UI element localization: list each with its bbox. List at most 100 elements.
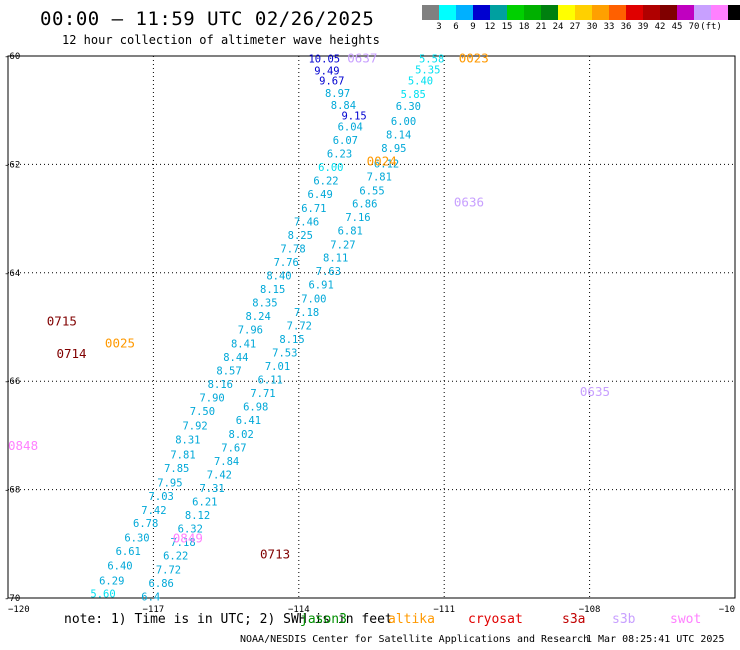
wave-height-point: 9.49: [314, 66, 339, 78]
pass-time-label: 0714: [56, 346, 86, 361]
wave-height-point: 6.81: [338, 226, 363, 238]
wave-height-point: 6.30: [124, 532, 149, 544]
y-tick-label: -68: [4, 486, 20, 496]
satellite-s3b: s3b: [612, 612, 636, 627]
legend-swatch: [677, 5, 694, 20]
legend-label: 45: [671, 22, 683, 32]
wave-height-point: 7.27: [330, 240, 355, 252]
wave-height-point: 7.78: [280, 243, 305, 255]
wave-height-point: 6.11: [258, 375, 283, 387]
wave-height-point: 8.57: [216, 365, 241, 377]
y-tick-label: -70: [4, 594, 20, 604]
wave-height-point: 6.71: [301, 203, 326, 215]
legend-swatch: [660, 5, 677, 20]
legend-swatch: [490, 5, 507, 20]
wave-height-point: 8.44: [223, 352, 248, 364]
footer-note: note: 1) Time is in UTC; 2) SWH is in fe…: [64, 612, 393, 627]
wave-height-point: 6.23: [327, 149, 352, 161]
legend-label: 3: [436, 22, 442, 32]
wave-height-point: 8.02: [229, 429, 254, 441]
wave-height-point: 7.95: [157, 478, 182, 490]
satellite-altika: altika: [388, 612, 435, 627]
wave-height-point: 6.49: [308, 189, 333, 201]
wave-height-point: 7.42: [141, 505, 166, 517]
legend-swatch: [575, 5, 592, 20]
satellite-cryosat: cryosat: [468, 612, 523, 627]
wave-height-point: 7.53: [272, 347, 297, 359]
pass-time-label: 0848: [8, 438, 38, 453]
legend-swatch: [694, 5, 711, 20]
legend-swatch: [473, 5, 490, 20]
wave-height-point: 10.05: [308, 54, 340, 66]
wave-height-point: 7.72: [287, 320, 312, 332]
legend-swatch: [643, 5, 660, 20]
wave-height-point: 7.67: [221, 442, 246, 454]
wave-height-point: 7.92: [182, 421, 207, 433]
wave-height-point: 6.22: [163, 551, 188, 563]
legend-label: 6: [453, 22, 459, 32]
legend-label: (ft): [700, 22, 722, 32]
wave-height-point: 7.42: [207, 469, 232, 481]
wave-height-point: 6.21: [192, 497, 217, 509]
satellite-s3a: s3a: [562, 612, 586, 627]
legend-label: 30: [586, 22, 598, 32]
wave-height-point: 7.81: [170, 449, 195, 461]
legend-swatch: [439, 5, 456, 20]
wave-height-point: 8.40: [266, 271, 291, 283]
wave-height-point: 7.03: [149, 491, 174, 503]
wave-height-point: 8.25: [288, 230, 313, 242]
wave-height-point: 7.16: [345, 212, 370, 224]
y-tick-label: -60: [4, 52, 20, 62]
wave-height-point: 7.00: [301, 293, 326, 305]
legend-label: 39: [637, 22, 649, 32]
wave-height-point: 8.15: [279, 334, 304, 346]
pass-time-label: 0023: [459, 51, 489, 66]
legend-label: 33: [603, 22, 615, 32]
pass-time-label: 0025: [105, 335, 135, 350]
wave-height-point: 6.55: [359, 185, 384, 197]
wave-height-point: 7.71: [250, 388, 275, 400]
wave-height-point: 6.29: [99, 576, 124, 588]
legend-label: 27: [569, 22, 581, 32]
legend-swatch: [609, 5, 626, 20]
legend-swatch: [422, 5, 439, 20]
legend-swatch: [507, 5, 524, 20]
wave-height-point: 6.61: [116, 546, 141, 558]
legend-swatch: [711, 5, 728, 20]
legend-swatch: [728, 5, 740, 20]
wave-height-point: 6.00: [318, 162, 343, 174]
wave-height-point: 7.90: [199, 392, 224, 404]
wave-height-point: 6.86: [149, 578, 174, 590]
chart-subtitle: 12 hour collection of altimeter wave hei…: [62, 33, 380, 47]
wave-height-point: 8.97: [325, 88, 350, 100]
wave-height-point: 7.63: [316, 266, 341, 278]
wave-height-point: 6.22: [313, 176, 338, 188]
wave-height-point: 6.41: [236, 415, 261, 427]
legend-label: 70: [688, 22, 700, 32]
wave-height-point: 8.31: [175, 435, 200, 447]
wave-height-point: 7.18: [294, 307, 319, 319]
wave-height-point: 6.40: [107, 560, 132, 572]
x-tick-label: −114: [288, 605, 310, 615]
pass-time-label: 0849: [173, 530, 203, 545]
legend-label: 24: [552, 22, 564, 32]
wave-height-point: 8.84: [331, 100, 356, 112]
pass-time-label: 0024: [367, 154, 397, 169]
x-tick-label: −10: [719, 605, 735, 615]
wave-height-point: 8.41: [231, 338, 256, 350]
wave-height-point: 6.4: [141, 591, 160, 603]
x-tick-label: −120: [8, 605, 30, 615]
pass-time-label: 0635: [580, 384, 610, 399]
wave-height-point: 7.85: [164, 463, 189, 475]
legend-label: 18: [518, 22, 530, 32]
wave-height-point: 7.72: [156, 564, 181, 576]
wave-height-point: 8.12: [185, 510, 210, 522]
wave-height-point: 7.01: [265, 361, 290, 373]
y-tick-label: -64: [4, 269, 20, 279]
wave-height-point: 9.15: [341, 111, 366, 123]
legend-label: 15: [501, 22, 513, 32]
wave-height-point: 5.58: [419, 54, 444, 66]
wave-height-point: 9.67: [319, 75, 344, 87]
wave-height-point: 7.81: [367, 171, 392, 183]
